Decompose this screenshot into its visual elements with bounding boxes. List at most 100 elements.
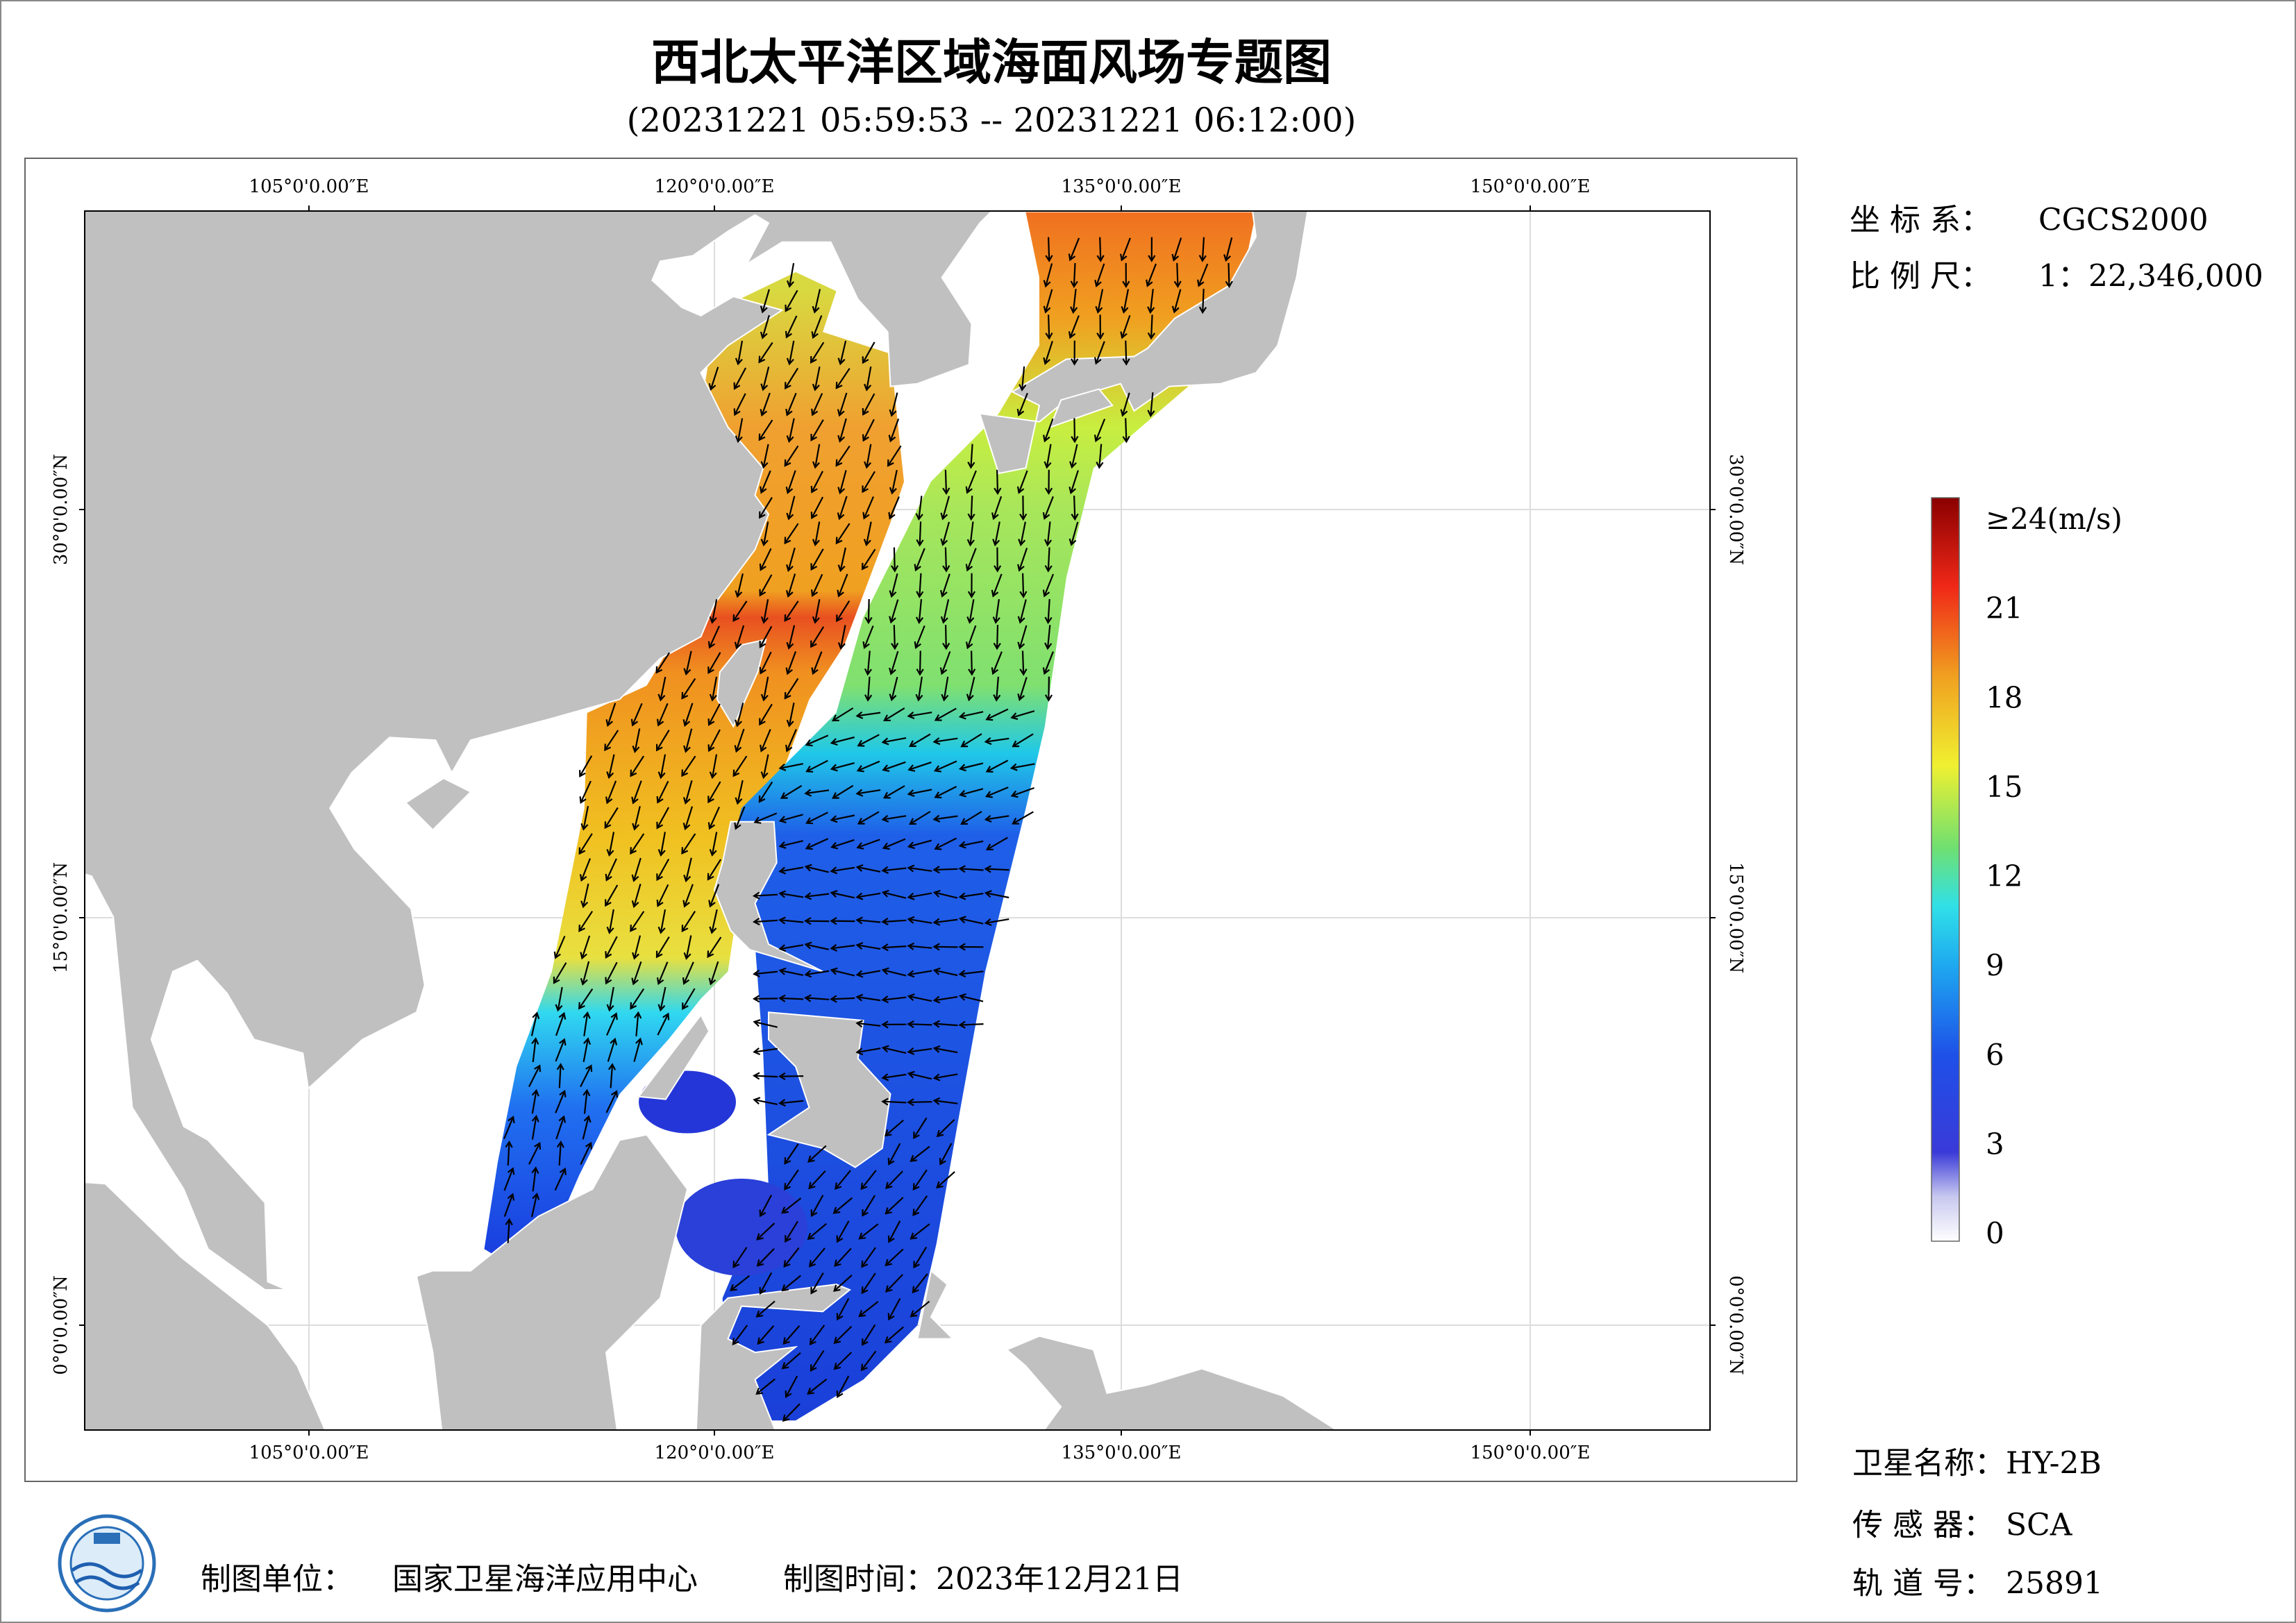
wind-arrow: [1096, 237, 1105, 262]
wind-arrow: [907, 1098, 932, 1107]
wind-arrow: [778, 1099, 804, 1107]
wind-arrow: [907, 1020, 932, 1029]
wind-arrow: [887, 1297, 901, 1321]
wind-arrow: [555, 1089, 567, 1113]
wind-arrow: [785, 729, 797, 752]
wind-arrow: [833, 1275, 853, 1293]
wind-arrow: [760, 470, 771, 494]
wind-arrow: [857, 811, 880, 825]
wind-arrow: [860, 1170, 877, 1191]
wind-arrow: [804, 864, 829, 873]
wind-arrow: [907, 1047, 932, 1055]
wind-arrow: [1096, 444, 1104, 469]
wind-arrow: [858, 1223, 879, 1240]
wind-arrow: [889, 573, 898, 598]
wind-arrow: [707, 781, 721, 804]
land: [85, 1181, 326, 1430]
wind-arrow: [707, 625, 721, 649]
wind-arrow: [932, 814, 958, 823]
wind-arrow: [960, 733, 982, 748]
wind-arrow: [1146, 263, 1157, 287]
wind-arrow: [657, 832, 666, 857]
wind-arrow: [881, 889, 907, 899]
wind-arrow: [830, 890, 855, 899]
wind-arrow: [758, 342, 773, 364]
wind-arrow: [503, 1193, 515, 1217]
info-label: 传 感 器：: [1852, 1508, 1994, 1543]
wind-arrow: [932, 918, 958, 926]
wind-arrow: [913, 1117, 928, 1140]
colorbar-label: ≥24(m/s): [1986, 502, 2122, 536]
wind-arrow: [804, 994, 830, 1002]
wind-arrow: [985, 759, 1009, 773]
wind-arrow: [632, 728, 641, 754]
wind-arrow: [732, 600, 748, 622]
wind-arrow: [683, 935, 692, 960]
wind-arrow: [785, 470, 796, 494]
wind-arrow: [991, 573, 1003, 598]
wind-arrow: [805, 812, 828, 825]
wind-arrow: [732, 1325, 748, 1346]
wind-arrow: [778, 890, 804, 898]
wind-arrow: [942, 625, 950, 650]
wind-arrow: [830, 995, 855, 1003]
wind-arrow: [781, 1197, 802, 1214]
wind-arrow: [1094, 341, 1105, 365]
colorbar: [1931, 497, 1960, 1242]
wind-arrow: [812, 289, 821, 314]
wind-arrow: [707, 729, 721, 752]
wind-arrow: [752, 917, 778, 926]
wind-arrow: [785, 1220, 798, 1243]
wind-arrow: [681, 833, 696, 855]
wind-arrow: [966, 521, 975, 547]
wind-arrow: [993, 625, 1001, 650]
wind-arrow: [855, 711, 881, 719]
wind-arrow: [580, 935, 591, 960]
longitude-label: 105°0'0.00″E: [249, 176, 369, 197]
wind-arrow: [682, 780, 693, 805]
wind-arrow: [1069, 521, 1079, 546]
latitude-label: 15°0'0.00″N: [1725, 862, 1746, 973]
wind-arrow: [881, 917, 907, 926]
wind-arrow: [811, 651, 823, 675]
wind-arrow: [682, 961, 694, 985]
wind-arrow: [984, 890, 1009, 899]
wind-arrow: [985, 836, 1008, 850]
wind-arrow: [889, 676, 898, 702]
wind-arrow: [503, 1116, 515, 1139]
wind-arrow: [785, 315, 798, 339]
wind-arrow: [939, 651, 951, 675]
wind-arrow: [778, 944, 804, 952]
wind-arrow: [914, 625, 925, 649]
wind-arrow: [856, 760, 880, 773]
wind-arrow: [994, 469, 1002, 495]
wind-arrow: [555, 986, 563, 1012]
wind-arrow: [630, 988, 645, 1010]
wind-arrow: [958, 993, 984, 1002]
wind-arrow: [932, 1097, 958, 1105]
wind-arrow: [934, 837, 957, 850]
wind-arrow: [528, 1141, 542, 1165]
wind-arrow: [656, 884, 669, 907]
wind-arrow: [785, 392, 797, 417]
wind-arrow: [1044, 625, 1053, 650]
wind-arrow: [855, 1020, 881, 1028]
wind-arrow: [862, 1324, 876, 1346]
wind-arrow: [583, 1088, 591, 1114]
wind-arrow: [760, 314, 770, 339]
wind-arrow: [830, 814, 855, 823]
wind-arrow: [810, 548, 824, 571]
wind-arrow: [934, 786, 957, 799]
wind-arrow: [833, 1326, 853, 1345]
wind-arrow: [707, 806, 721, 830]
wind-arrow: [958, 865, 984, 873]
wind-arrow: [709, 832, 718, 857]
wind-arrow: [786, 496, 796, 521]
info-value: HY-2B: [2006, 1446, 2102, 1481]
wind-arrow: [940, 599, 950, 624]
wind-arrow: [758, 781, 773, 803]
longitude-label: 135°0'0.00″E: [1062, 1443, 1182, 1463]
wind-arrow: [967, 573, 976, 598]
wind-arrow: [830, 762, 855, 772]
wind-arrow: [932, 1045, 958, 1054]
